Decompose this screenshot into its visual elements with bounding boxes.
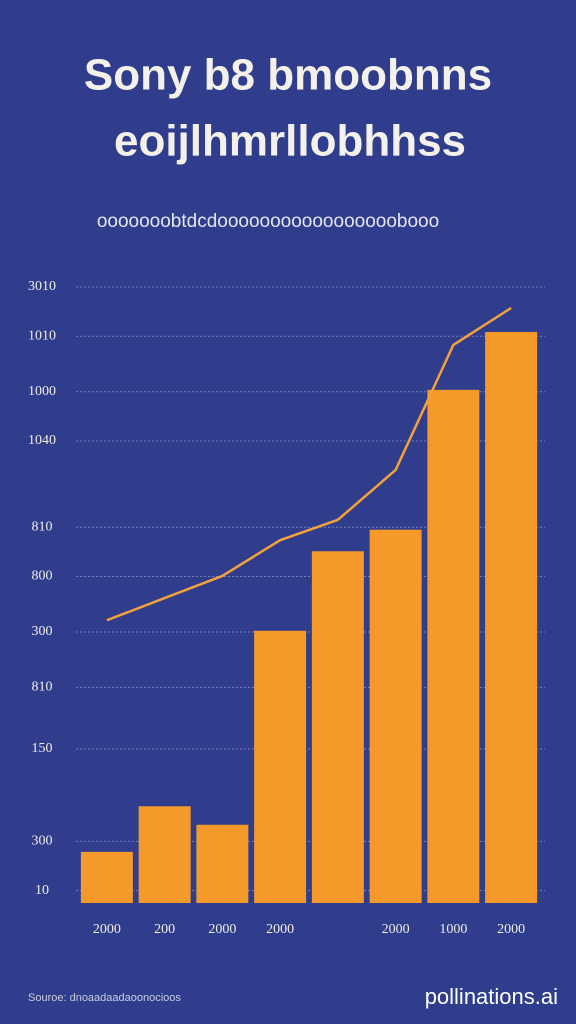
y-tick-label: 10 (35, 883, 49, 898)
x-tick-label: 2000 (266, 922, 294, 937)
y-tick-label: 300 (32, 834, 53, 849)
y-tick-label: 810 (32, 519, 53, 534)
y-tick-label: 1040 (28, 433, 56, 448)
x-tick-label: 1000 (439, 922, 467, 937)
x-tick-label: 2000 (93, 922, 121, 937)
x-tick-label: 2000 (208, 922, 236, 937)
bar (311, 551, 364, 903)
source-note: Souroe: dnoaadaadaoonocioos (28, 992, 181, 1004)
bar (254, 630, 307, 903)
y-tick-label: 3010 (28, 279, 56, 294)
bar (485, 331, 538, 903)
x-tick-label: 2000 (382, 922, 410, 937)
y-tick-label: 150 (32, 741, 53, 756)
y-tick-label: 1000 (28, 384, 56, 399)
y-tick-label: 1010 (28, 328, 56, 343)
bar (427, 389, 480, 903)
x-tick-label: 200 (154, 922, 175, 937)
watermark: pollinations.ai (425, 984, 558, 1009)
bar (196, 824, 249, 903)
bar (369, 529, 422, 903)
y-tick-label: 300 (32, 624, 53, 639)
y-tick-label: 810 (32, 680, 53, 695)
trend-line (106, 306, 512, 622)
chart-title: Sony b8 bmoobnns (84, 51, 492, 100)
y-tick-label: 800 (32, 569, 53, 584)
bar (138, 806, 191, 903)
x-tick-label: 2000 (497, 922, 525, 937)
chart-title: eoijlhmrllobhhss (114, 117, 466, 166)
bar (80, 851, 133, 903)
chart-subtitle: ooooooobtdcdooooooooooooooooobooo (97, 211, 439, 232)
